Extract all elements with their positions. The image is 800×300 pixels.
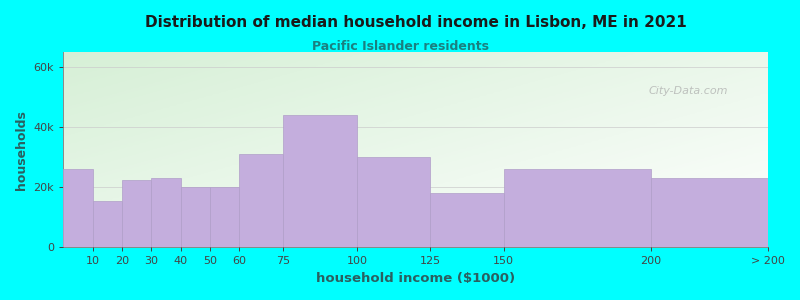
Bar	[181, 187, 210, 247]
Text: Pacific Islander residents: Pacific Islander residents	[311, 40, 489, 53]
Bar	[504, 169, 650, 248]
Bar	[650, 178, 768, 248]
Bar	[63, 169, 93, 248]
X-axis label: household income ($1000): household income ($1000)	[316, 272, 515, 285]
Bar	[122, 180, 151, 248]
Bar	[430, 193, 504, 248]
Text: City-Data.com: City-Data.com	[648, 86, 728, 96]
Bar	[283, 115, 357, 248]
Title: Distribution of median household income in Lisbon, ME in 2021: Distribution of median household income …	[145, 15, 686, 30]
Y-axis label: households: households	[15, 110, 28, 190]
Bar	[210, 187, 239, 247]
Bar	[151, 178, 181, 248]
Bar	[239, 154, 283, 248]
Bar	[357, 157, 430, 248]
Bar	[93, 201, 122, 248]
